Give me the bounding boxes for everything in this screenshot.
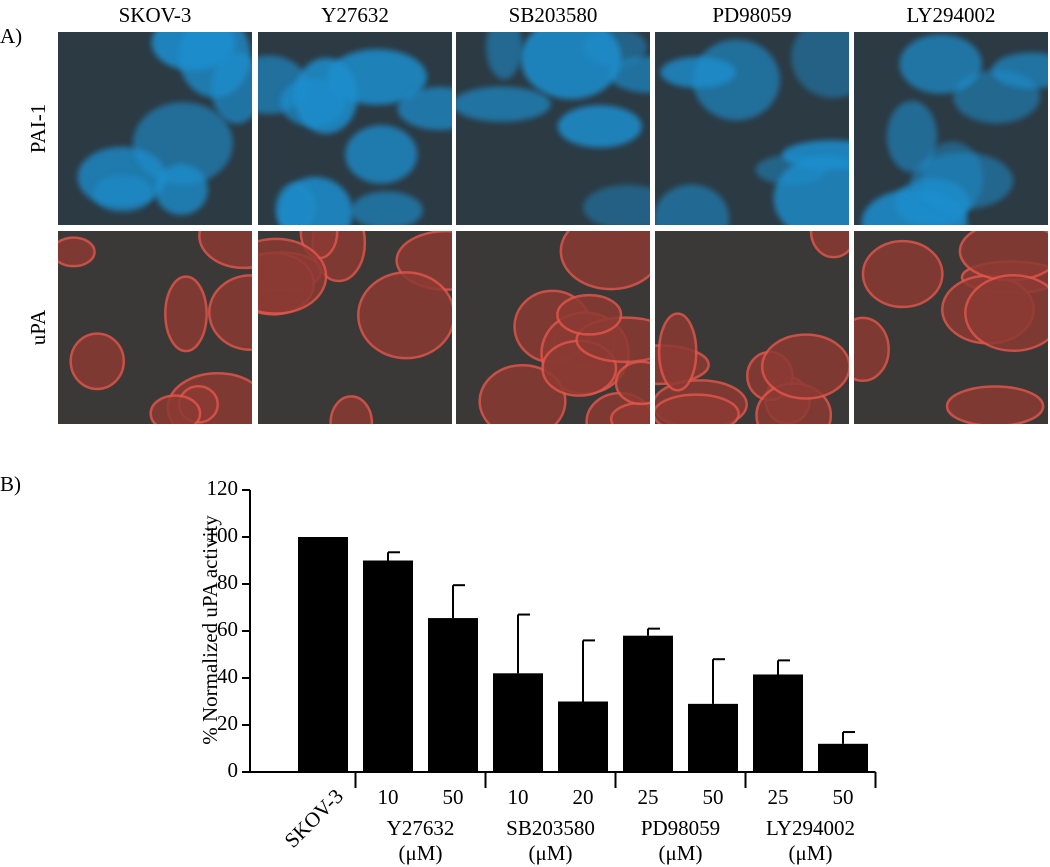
bar (558, 701, 608, 772)
x-tick-label: 50 (703, 785, 724, 809)
cell (350, 191, 423, 225)
micrograph (456, 231, 650, 424)
bar (298, 537, 348, 772)
cell (945, 385, 1045, 424)
cell (294, 57, 358, 134)
cell (958, 231, 1048, 282)
x-tick-label: 50 (833, 785, 854, 809)
micrograph (655, 231, 849, 424)
cell (655, 393, 740, 424)
cell (854, 316, 890, 383)
cell (275, 182, 316, 225)
micrograph (58, 231, 252, 424)
panel-label: A) (0, 24, 22, 48)
group-unit: (μM) (399, 841, 443, 865)
cell (991, 52, 1048, 89)
y-tick-label: 100 (207, 523, 239, 547)
x-tick-label: 25 (638, 785, 659, 809)
panel-label: B) (0, 472, 21, 496)
cell (93, 174, 153, 213)
cell (58, 236, 96, 268)
cell (164, 275, 208, 353)
x-tick-label: SKOV-3 (280, 784, 348, 852)
cell (657, 312, 698, 392)
micrograph (854, 32, 1048, 225)
bar (493, 673, 543, 772)
y-tick-label: 0 (228, 758, 239, 782)
group-unit: (μM) (789, 841, 833, 865)
group-label: LY294002 (766, 816, 855, 840)
bar (428, 618, 478, 772)
cell (583, 184, 650, 225)
cell (149, 394, 202, 424)
cell (861, 239, 944, 309)
cell (456, 86, 551, 122)
cell (773, 155, 849, 225)
y-tick-label: 120 (207, 476, 239, 500)
column-label: PD98059 (712, 3, 791, 27)
bar (688, 703, 738, 772)
cell (655, 184, 730, 225)
y-tick-label: 60 (217, 617, 238, 641)
cell (557, 105, 642, 148)
y-tick-label: 20 (217, 711, 238, 735)
cell (791, 32, 849, 99)
group-unit: (μM) (529, 841, 573, 865)
cell (357, 271, 452, 360)
cell (397, 87, 452, 131)
cell (132, 102, 233, 185)
x-tick-label: 50 (443, 785, 464, 809)
group-unit: (μM) (659, 841, 703, 865)
cell (921, 141, 983, 215)
cell (478, 363, 567, 424)
cell (69, 332, 125, 391)
y-tick-label: 40 (217, 664, 238, 688)
y-axis-label: % Normalized uPA activity (198, 515, 222, 745)
bar (363, 560, 413, 772)
bar (818, 743, 868, 772)
x-tick-label: 10 (508, 785, 529, 809)
y-tick-label: 80 (217, 570, 238, 594)
column-label: LY294002 (907, 3, 996, 27)
micrograph (258, 231, 452, 424)
cell (486, 32, 523, 80)
cell (208, 274, 252, 352)
micrograph (58, 32, 252, 225)
micrograph (456, 32, 650, 225)
micrograph (854, 231, 1048, 424)
cell (556, 293, 623, 336)
row-label: PAI-1 (26, 104, 50, 153)
column-label: SKOV-3 (119, 3, 192, 27)
cell (964, 274, 1048, 352)
cell (809, 231, 849, 259)
x-tick-label: 10 (378, 785, 399, 809)
group-label: PD98059 (641, 816, 720, 840)
cell (329, 395, 374, 424)
cell (899, 34, 982, 94)
row-label: uPA (26, 309, 50, 345)
cell (258, 237, 328, 315)
cell (520, 32, 622, 100)
cell (886, 100, 938, 173)
x-tick-label: 20 (573, 785, 594, 809)
column-label: Y27632 (321, 3, 389, 27)
cell (559, 231, 650, 291)
group-label: Y27632 (387, 816, 455, 840)
cell (198, 231, 252, 270)
micrograph (258, 32, 452, 225)
micrograph (655, 32, 849, 225)
cell (345, 125, 418, 184)
cell (178, 32, 251, 98)
cell (760, 333, 849, 400)
bar (623, 635, 673, 772)
bar (753, 674, 803, 772)
column-label: SB203580 (509, 3, 598, 27)
cell (692, 39, 780, 121)
x-tick-label: 25 (768, 785, 789, 809)
group-label: SB203580 (506, 816, 595, 840)
